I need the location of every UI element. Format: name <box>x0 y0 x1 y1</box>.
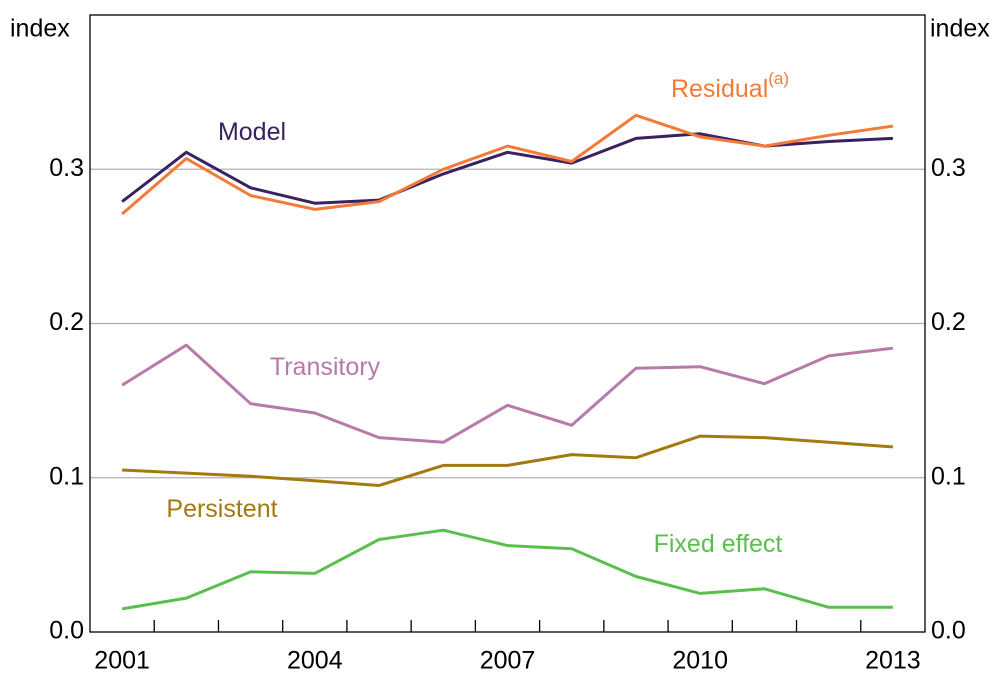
y2-tick-label: 0.2 <box>931 308 966 336</box>
y-tick-label: 0.0 <box>49 617 84 645</box>
y2-tick-label: 0.0 <box>931 617 966 645</box>
series-name: Residual <box>671 75 768 103</box>
series-name-superscript: (a) <box>768 69 789 88</box>
plot-frame <box>89 14 926 633</box>
y-tick-label: 0.1 <box>49 462 84 490</box>
series-label: Residual(a) <box>671 69 789 102</box>
x-tick-label: 2010 <box>672 647 728 674</box>
y2-tick-label: 0.3 <box>931 154 966 182</box>
y-tick-label: 0.2 <box>49 308 84 336</box>
y2-tick-label: 0.1 <box>931 462 966 490</box>
y-axis-label-right: index <box>930 15 990 43</box>
series-name: Model <box>218 118 286 146</box>
series-label: Model <box>218 118 286 146</box>
y-axis-label-left: index <box>10 15 70 43</box>
series-line <box>121 528 893 611</box>
series-name: Fixed effect <box>654 530 783 558</box>
x-tick-label: 2007 <box>480 647 536 674</box>
series-label: Fixed effect <box>654 530 783 558</box>
series-line <box>122 434 894 487</box>
series-line <box>121 113 894 216</box>
x-tick-label: 2004 <box>287 647 343 674</box>
series-line <box>121 343 894 444</box>
series-name: Persistent <box>166 495 277 523</box>
series-label: Transitory <box>270 353 381 381</box>
series-name: Transitory <box>270 353 381 381</box>
x-tick-label: 2001 <box>94 647 150 674</box>
x-tick-label: 2013 <box>865 647 921 674</box>
y-tick-label: 0.3 <box>49 154 84 182</box>
series-label: Persistent <box>166 495 277 523</box>
